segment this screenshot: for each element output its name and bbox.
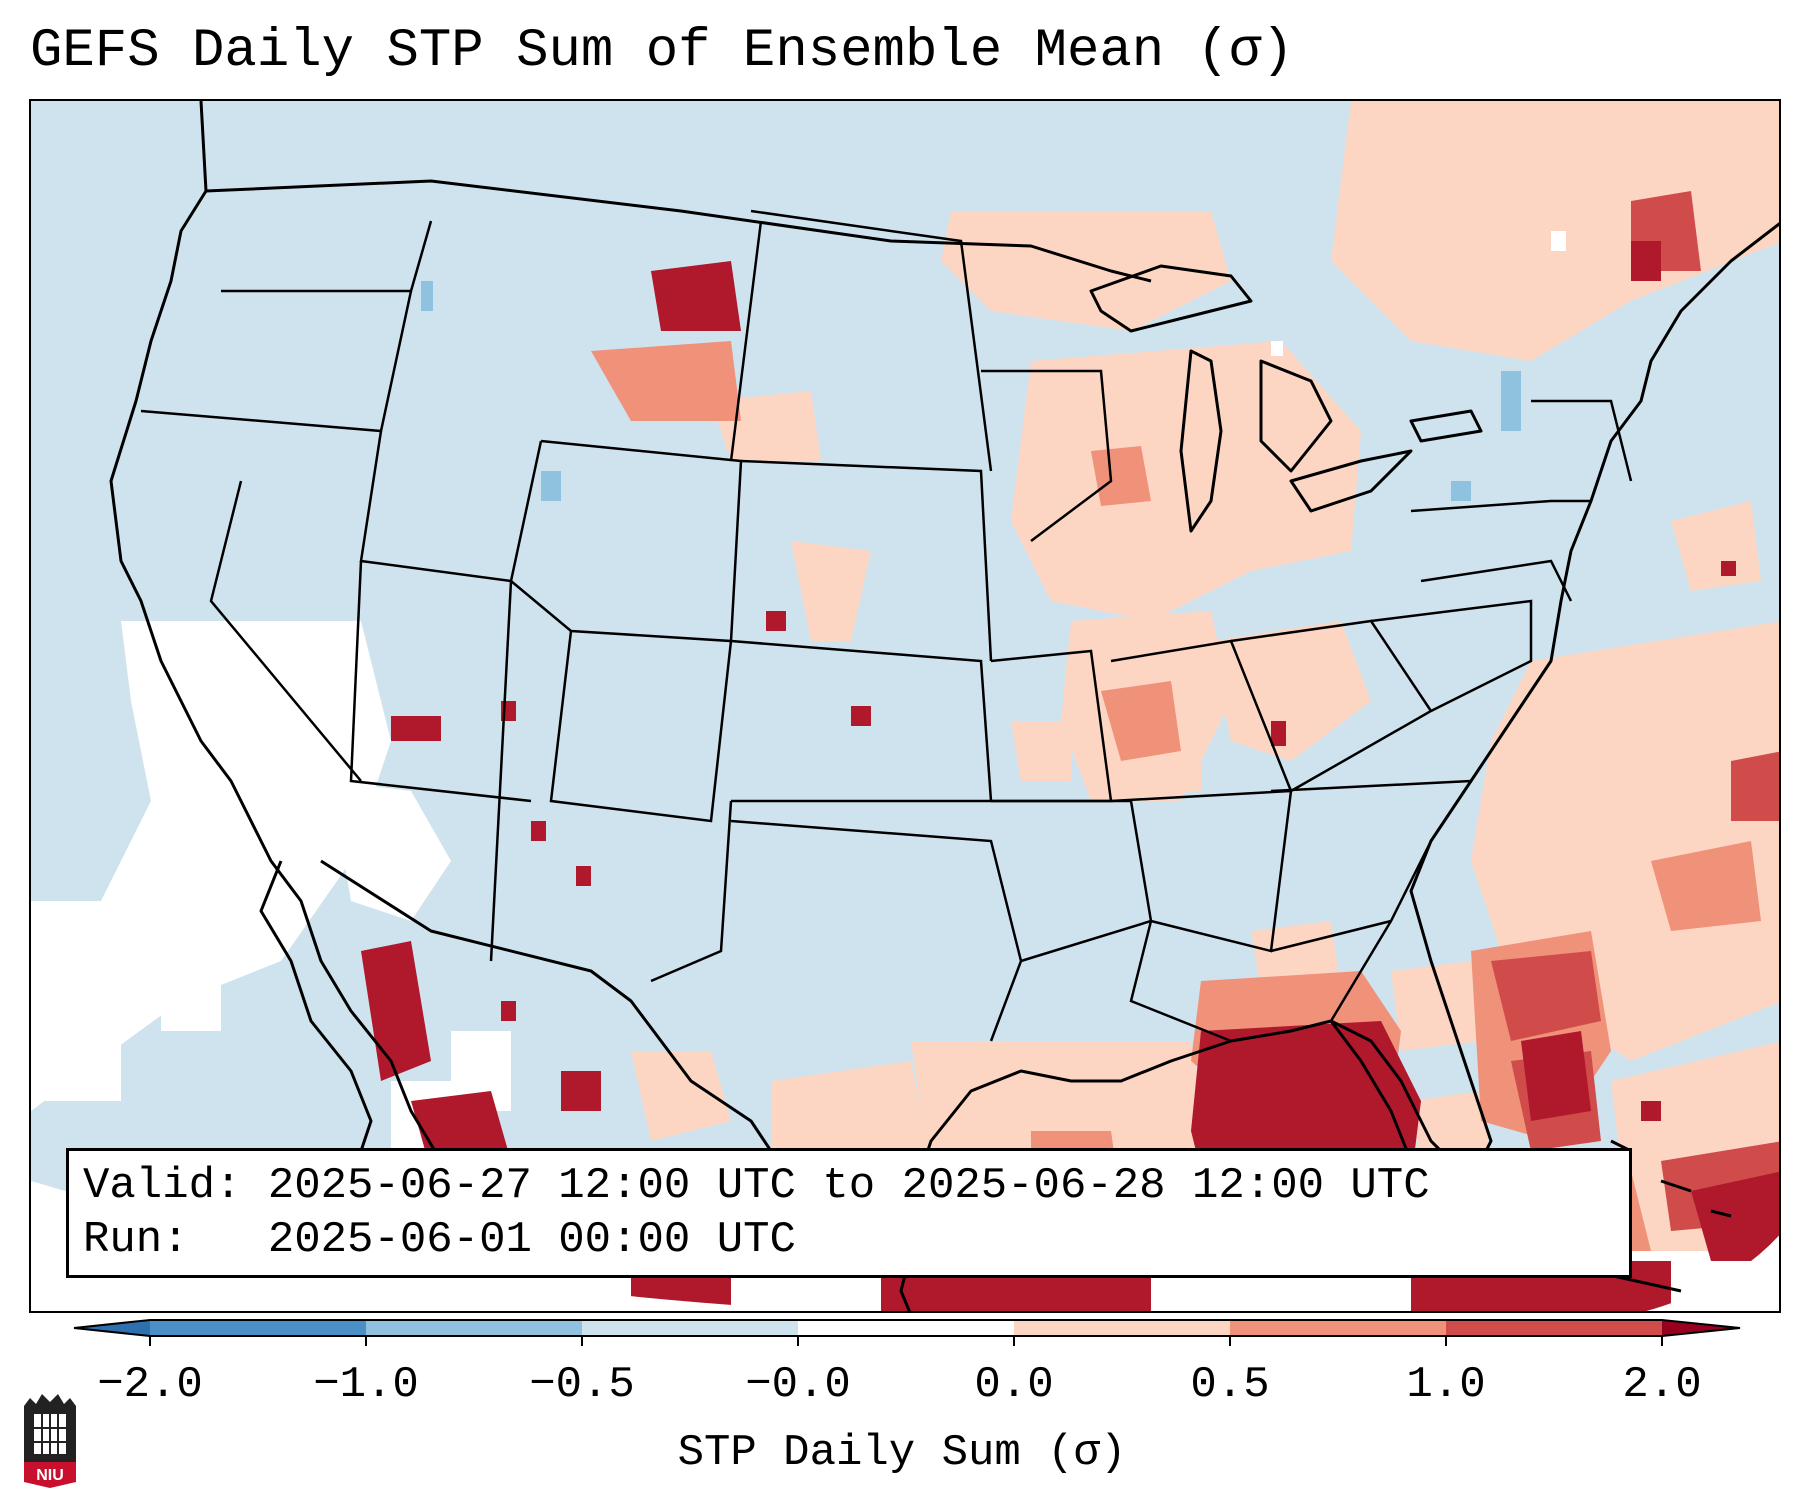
colorbar-segment-3: [582, 1320, 798, 1336]
map-frame: [29, 99, 1781, 1313]
baja-coastline: [259, 860, 373, 1152]
us-canada-border: [205, 179, 1152, 283]
domain-edge-southeast: [1646, 1235, 1779, 1311]
lake-erie: [1289, 449, 1413, 513]
page-title: GEFS Daily STP Sum of Ensemble Mean (σ): [30, 21, 1294, 82]
lake-huron: [1259, 359, 1333, 473]
gulf-coastline: [909, 1019, 1473, 1251]
colorbar-tick-label: 2.0: [1622, 1360, 1702, 1410]
colorbar-label: STP Daily Sum (σ): [677, 1428, 1127, 1478]
lake-ontario: [1409, 409, 1483, 443]
niu-logo-text: NIU: [36, 1467, 64, 1484]
colorbar-tick-label: −0.5: [529, 1360, 635, 1410]
colorbar-tick-label: −1.0: [313, 1360, 419, 1410]
valid-time-box: Valid: 2025-06-27 12:00 UTC to 2025-06-2…: [66, 1148, 1632, 1278]
colorbar-segment-4: [798, 1320, 1014, 1336]
lake-michigan: [1179, 349, 1223, 533]
colorbar-extend-high: [1662, 1320, 1740, 1336]
run-line: Run: 2025-06-01 00:00 UTC: [83, 1215, 796, 1265]
state-borders: [140, 209, 1633, 1043]
colorbar-tick-label: 0.0: [974, 1360, 1054, 1410]
colorbar-tick-label: −0.0: [745, 1360, 851, 1410]
anomaly-cells: [31, 101, 1779, 1311]
lake-superior: [1089, 264, 1253, 333]
atlantic-coastline: [1409, 222, 1779, 1182]
colorbar-extend-low: [74, 1320, 150, 1336]
colorbar-tick-marks: [149, 1336, 1663, 1346]
colorbar-segment-7: [1446, 1320, 1662, 1336]
pacific-coastline: [109, 101, 503, 1252]
colorbar-tick-label: −2.0: [97, 1360, 203, 1410]
niu-seal-icon: NIU: [24, 1394, 76, 1488]
colorbar: [73, 1319, 1741, 1346]
colorbar-segment-2: [366, 1320, 582, 1336]
domain-edge-southwest: [31, 1181, 830, 1311]
light-negative-regions: [421, 281, 1521, 501]
colorbar-segment-1: [150, 1320, 366, 1336]
colorbar-tick-label: 0.5: [1190, 1360, 1270, 1410]
colorbar-segment-5: [1014, 1320, 1230, 1336]
stp-map: [31, 101, 1779, 1311]
valid-line: Valid: 2025-06-27 12:00 UTC to 2025-06-2…: [83, 1161, 1430, 1211]
colorbar-tick-label: 1.0: [1406, 1360, 1486, 1410]
colorbar-segment-6: [1230, 1320, 1446, 1336]
